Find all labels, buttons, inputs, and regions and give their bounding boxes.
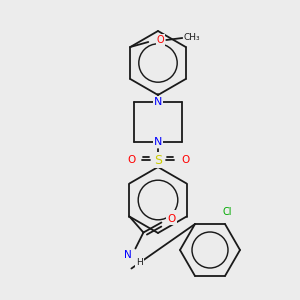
Text: F: F [169, 212, 175, 221]
Text: O: O [127, 155, 135, 165]
Text: O: O [181, 155, 189, 165]
Text: S: S [154, 154, 162, 166]
Text: CH₃: CH₃ [184, 34, 201, 43]
Text: N: N [124, 250, 131, 260]
Text: N: N [154, 97, 162, 107]
Text: H: H [136, 258, 143, 267]
Text: Cl: Cl [222, 207, 232, 217]
Text: O: O [167, 214, 175, 224]
Text: N: N [154, 137, 162, 147]
Text: O: O [157, 35, 164, 45]
